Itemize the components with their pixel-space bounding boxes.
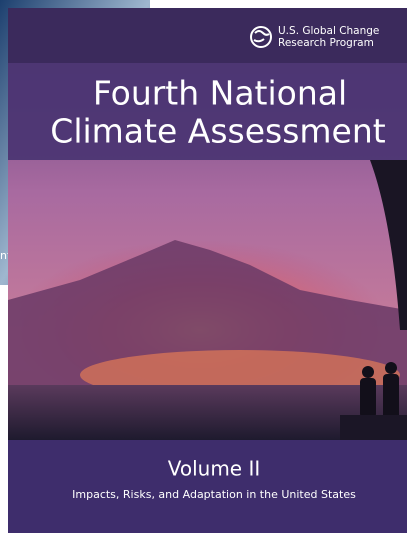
page: {"logo": {"line1": "U.S. Global Change",… <box>0 0 407 533</box>
front-cover: U.S. Global Change Research Program Four… <box>8 8 407 533</box>
title: Climate Assessment <box>50 112 385 151</box>
logo-text: U.S. Global Change <box>278 25 379 37</box>
book-covers: nt U.S. Global Change Research Program F… <box>0 0 407 533</box>
subtitle: Impacts, Risks, and Adaptation in the Un… <box>72 488 356 501</box>
logo-text: Research Program <box>278 37 374 49</box>
volume: Volume II <box>168 457 261 481</box>
title: Fourth National <box>93 74 347 113</box>
bottom-band <box>8 440 407 533</box>
